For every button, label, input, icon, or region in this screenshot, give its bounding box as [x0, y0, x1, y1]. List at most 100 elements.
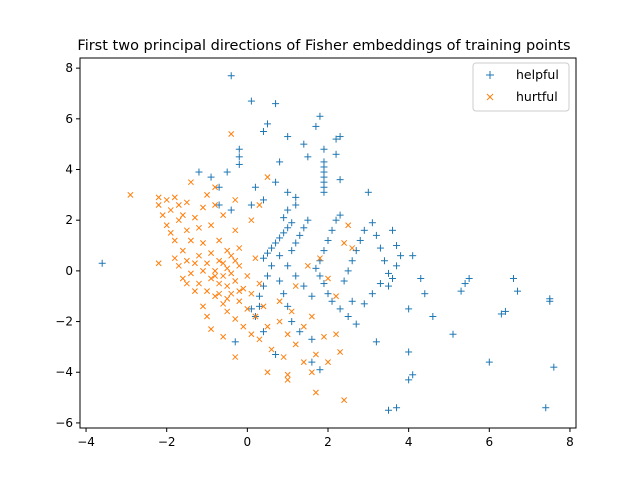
helpful-point: [501, 307, 509, 315]
hurtful-point: [204, 288, 211, 295]
hurtful-point: [248, 331, 255, 338]
plot-area: [98, 72, 558, 414]
hurtful-point: [212, 272, 219, 279]
hurtful-point: [300, 323, 307, 330]
helpful-point: [360, 300, 368, 308]
helpful-point: [280, 290, 288, 298]
hurtful-point: [212, 202, 219, 208]
helpful-point: [280, 229, 288, 237]
hurtful-point: [179, 247, 186, 254]
hurtful-point: [220, 260, 227, 267]
helpful-point: [276, 277, 284, 285]
legend-item-hurtful: hurtful: [486, 89, 558, 104]
hurtful-point: [232, 227, 239, 234]
legend-label-hurtful: hurtful: [516, 89, 558, 104]
helpful-point: [340, 277, 348, 285]
helpful-point: [546, 295, 554, 303]
hurtful-point: [236, 288, 243, 295]
helpful-point: [332, 216, 340, 224]
hurtful-point: [224, 295, 231, 302]
helpful-point: [247, 201, 255, 209]
helpful-point: [372, 338, 380, 346]
hurtful-point: [341, 397, 348, 404]
hurtful-point: [284, 371, 291, 378]
hurtful-point: [187, 237, 194, 244]
hurtful-point: [228, 290, 235, 297]
hurtful-point: [204, 313, 211, 320]
helpful-point: [312, 122, 320, 130]
hurtful-point: [236, 245, 243, 252]
hurtful-point: [248, 290, 255, 297]
helpful-point: [288, 247, 296, 255]
helpful-point: [348, 257, 356, 265]
helpful-point: [251, 183, 259, 191]
x-tick-label: 2: [324, 435, 332, 449]
helpful-point: [509, 274, 517, 282]
y-tick-label: −6: [55, 416, 73, 430]
hurtful-point: [183, 257, 190, 264]
hurtful-point: [236, 262, 243, 269]
hurtful-point: [300, 359, 307, 366]
hurtful-point: [191, 288, 198, 295]
helpful-point: [320, 188, 328, 196]
hurtful-point: [167, 229, 174, 236]
hurtful-point: [264, 174, 271, 181]
helpful-point: [328, 297, 336, 305]
hurtful-point: [292, 341, 299, 348]
hurtful-point: [308, 313, 315, 320]
hurtful-point: [220, 333, 227, 340]
series-hurtful: [127, 131, 356, 404]
hurtful-point: [195, 224, 202, 231]
helpful-point: [272, 239, 280, 247]
hurtful-point: [187, 179, 194, 186]
hurtful-point: [280, 354, 287, 361]
helpful-point: [336, 211, 344, 219]
helpful-point: [449, 330, 457, 338]
helpful-point: [227, 72, 235, 80]
helpful-point: [514, 287, 522, 295]
helpful-point: [409, 371, 417, 379]
hurtful-point: [212, 184, 219, 191]
hurtful-point: [264, 323, 271, 330]
helpful-point: [284, 224, 292, 232]
helpful-point: [376, 280, 384, 288]
hurtful-point: [171, 255, 178, 262]
x-tick-label: −2: [158, 435, 176, 449]
helpful-point: [292, 272, 300, 280]
helpful-point: [360, 226, 368, 234]
hurtful-point: [325, 275, 331, 282]
helpful-point: [284, 302, 292, 310]
hurtful-point: [228, 270, 235, 277]
hurtful-point: [316, 255, 323, 262]
legend: helpful hurtful: [472, 62, 570, 112]
hurtful-point: [155, 260, 162, 267]
helpful-point: [195, 168, 203, 176]
helpful-point: [296, 328, 304, 336]
hurtful-point: [276, 298, 283, 305]
helpful-point: [215, 183, 223, 191]
hurtful-point: [256, 280, 263, 287]
helpful-point: [280, 214, 288, 222]
hurtful-point: [191, 214, 198, 221]
y-tick-label: 2: [65, 213, 73, 227]
helpful-point: [348, 297, 356, 305]
helpful-point: [231, 338, 239, 346]
hurtful-point: [224, 283, 231, 290]
x-tick-label: 6: [485, 435, 493, 449]
helpful-point: [276, 252, 284, 260]
hurtful-point: [284, 376, 291, 383]
hurtful-point: [320, 333, 327, 340]
helpful-point: [316, 366, 324, 374]
helpful-point: [284, 262, 292, 270]
hurtful-point: [179, 212, 186, 219]
helpful-point: [215, 201, 223, 209]
axis-ticks: −4 −2 0 2 4 6 8 −6 −4 −2 0 2 4 6 8: [55, 61, 573, 449]
hurtful-point: [337, 348, 344, 355]
helpful-point: [344, 267, 352, 275]
helpful-point: [352, 247, 360, 255]
helpful-point: [308, 358, 316, 366]
helpful-point: [465, 274, 473, 282]
hurtful-point: [175, 202, 182, 208]
y-tick-label: −2: [55, 315, 73, 329]
